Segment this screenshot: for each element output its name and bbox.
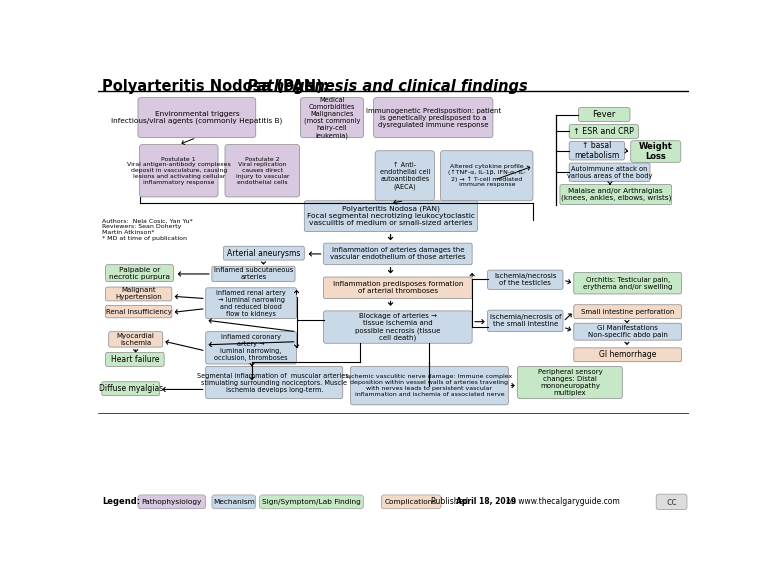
FancyBboxPatch shape (109, 332, 163, 347)
FancyBboxPatch shape (106, 265, 174, 282)
Text: Immunogenetic Predisposition: patient
is genetically predisposed to a
dysregulat: Immunogenetic Predisposition: patient is… (366, 108, 501, 128)
Text: Ischemia/necrosis of
the small intestine: Ischemia/necrosis of the small intestine (489, 314, 561, 327)
FancyBboxPatch shape (106, 287, 172, 301)
Text: Inflamed renal artery
→ luminal narrowing
and reduced blood
flow to kidneys: Inflamed renal artery → luminal narrowin… (217, 290, 286, 317)
Text: Diffuse myalgias: Diffuse myalgias (98, 384, 163, 393)
FancyBboxPatch shape (574, 272, 681, 294)
Text: GI Manifestations
Non-specific abdo pain: GI Manifestations Non-specific abdo pain (588, 325, 667, 338)
Text: Myocardial
ischemia: Myocardial ischemia (117, 333, 154, 346)
FancyBboxPatch shape (212, 495, 256, 509)
Text: Inflamed subcutaneous
arteries: Inflamed subcutaneous arteries (214, 267, 293, 281)
Text: Malaise and/or Arthralgias
(knees, ankles, elbows, wrists): Malaise and/or Arthralgias (knees, ankle… (561, 188, 671, 202)
FancyBboxPatch shape (656, 494, 687, 510)
Text: Inflammation predisposes formation
of arterial thromboses: Inflammation predisposes formation of ar… (333, 281, 463, 294)
Text: Polyarteritis Nodosa (PAN):: Polyarteritis Nodosa (PAN): (102, 79, 333, 94)
Text: GI hemorrhage: GI hemorrhage (599, 350, 657, 359)
Bar (98, 490, 690, 513)
FancyBboxPatch shape (560, 185, 671, 204)
Text: Altered cytokine profile
(↑TNF-α, IL-1β, IFN-α, IL-
2) → ↑ T-cell mediated
immun: Altered cytokine profile (↑TNF-α, IL-1β,… (448, 164, 525, 187)
FancyBboxPatch shape (569, 163, 650, 181)
Text: ↑ ESR and CRP: ↑ ESR and CRP (574, 127, 634, 136)
Text: Polyarteritis Nodosa (PAN)
Focal segmental necrotizing leukocytoclastic
vasculit: Polyarteritis Nodosa (PAN) Focal segment… (307, 206, 475, 226)
Text: Published: Published (431, 497, 470, 506)
FancyBboxPatch shape (574, 305, 681, 319)
FancyBboxPatch shape (574, 323, 681, 340)
Text: Palpable or
necrotic purpura: Palpable or necrotic purpura (109, 267, 170, 280)
FancyBboxPatch shape (323, 277, 472, 298)
Text: Fever: Fever (592, 110, 616, 119)
Text: Pathophysiology: Pathophysiology (141, 499, 202, 505)
FancyBboxPatch shape (350, 366, 508, 405)
FancyBboxPatch shape (375, 151, 435, 201)
Text: Inflamed coronary
artery →
luminal narrowing,
occlusion, thromboses: Inflamed coronary artery → luminal narro… (214, 334, 288, 361)
FancyBboxPatch shape (260, 495, 363, 509)
FancyBboxPatch shape (102, 382, 160, 396)
Text: Renal Insufficiency: Renal Insufficiency (106, 309, 172, 314)
FancyBboxPatch shape (518, 366, 622, 399)
FancyBboxPatch shape (578, 108, 630, 122)
Text: Autoimmune attack on
various areas of the body: Autoimmune attack on various areas of th… (567, 166, 652, 179)
Text: Arterial aneurysms: Arterial aneurysms (227, 249, 300, 257)
FancyBboxPatch shape (106, 305, 172, 318)
Text: April 18, 2019: April 18, 2019 (456, 497, 516, 506)
Text: Orchitis: Testicular pain,
erythema and/or swelling: Orchitis: Testicular pain, erythema and/… (583, 276, 672, 290)
FancyBboxPatch shape (300, 97, 363, 138)
FancyBboxPatch shape (223, 246, 304, 260)
Text: Small intestine perforation: Small intestine perforation (581, 309, 674, 314)
Text: Segmental inflammation of  muscular arteries,
stimulating surrounding nociceptor: Segmental inflammation of muscular arter… (197, 373, 351, 392)
Text: on www.thecalgaryguide.com: on www.thecalgaryguide.com (504, 497, 620, 506)
Text: Peripheral sensory
changes: Distal
mononeuropathy
multiplex: Peripheral sensory changes: Distal monon… (538, 369, 602, 396)
FancyBboxPatch shape (212, 266, 295, 282)
FancyBboxPatch shape (140, 145, 218, 197)
FancyBboxPatch shape (569, 124, 638, 138)
Text: Ischemia/necrosis
of the testicles: Ischemia/necrosis of the testicles (494, 273, 557, 286)
FancyBboxPatch shape (304, 201, 478, 232)
Text: Heart failure: Heart failure (111, 355, 159, 364)
Text: ↑ Anti-
endothelial cell
autoantibodies
(AECA): ↑ Anti- endothelial cell autoantibodies … (379, 162, 430, 190)
FancyBboxPatch shape (206, 366, 343, 399)
FancyBboxPatch shape (574, 348, 681, 362)
Text: cc: cc (666, 497, 677, 507)
Text: Environmental triggers
Infectious/viral agents (commonly Hepatitis B): Environmental triggers Infectious/viral … (111, 111, 283, 124)
FancyBboxPatch shape (225, 145, 300, 197)
FancyBboxPatch shape (381, 495, 441, 509)
FancyBboxPatch shape (138, 495, 206, 509)
FancyBboxPatch shape (323, 311, 472, 343)
Text: Postulate 1
Viral antigen-antibody complexes
deposit in vasculature, causing
les: Postulate 1 Viral antigen-antibody compl… (127, 157, 230, 185)
FancyBboxPatch shape (488, 310, 563, 332)
FancyBboxPatch shape (441, 151, 533, 201)
Text: Complications: Complications (385, 499, 437, 505)
Text: Mechanism: Mechanism (213, 499, 255, 505)
FancyBboxPatch shape (569, 142, 624, 160)
Text: ↑ basal
metabolism: ↑ basal metabolism (574, 141, 620, 161)
Text: Weight
Loss: Weight Loss (639, 142, 673, 161)
FancyBboxPatch shape (488, 270, 563, 289)
Text: Blockage of arteries →
tissue ischemia and
possible necrosis (tissue
cell death): Blockage of arteries → tissue ischemia a… (355, 313, 441, 341)
Text: Authors:  Nela Cosic, Yan Yu*
Reviewers: Sean Doherty
Martin Atkinson*
* MD at t: Authors: Nela Cosic, Yan Yu* Reviewers: … (102, 218, 193, 241)
FancyBboxPatch shape (106, 353, 164, 366)
FancyBboxPatch shape (323, 243, 472, 265)
FancyBboxPatch shape (373, 97, 493, 138)
Text: Medical
Comorbidities
Malignancies
(most commonly
hairy-cell
leukemia): Medical Comorbidities Malignancies (most… (304, 97, 360, 139)
Text: Ischemic vasculitic nerve damage: Immune complex
deposition within vessel walls : Ischemic vasculitic nerve damage: Immune… (346, 374, 512, 397)
Text: Pathogenesis and clinical findings: Pathogenesis and clinical findings (247, 79, 528, 94)
Text: Postulate 2
Viral replication
causes direct
injury to vascular
endothelial cells: Postulate 2 Viral replication causes dir… (236, 157, 289, 185)
FancyBboxPatch shape (631, 141, 680, 162)
Text: Sign/Symptom/Lab Finding: Sign/Symptom/Lab Finding (262, 499, 361, 505)
Text: Inflammation of arteries damages the
vascular endothelium of those arteries: Inflammation of arteries damages the vas… (330, 248, 465, 260)
FancyBboxPatch shape (206, 332, 296, 364)
Text: Malignant
Hypertension: Malignant Hypertension (115, 287, 162, 301)
FancyBboxPatch shape (138, 97, 256, 138)
FancyBboxPatch shape (206, 288, 296, 319)
Text: Legend:: Legend: (103, 497, 141, 506)
